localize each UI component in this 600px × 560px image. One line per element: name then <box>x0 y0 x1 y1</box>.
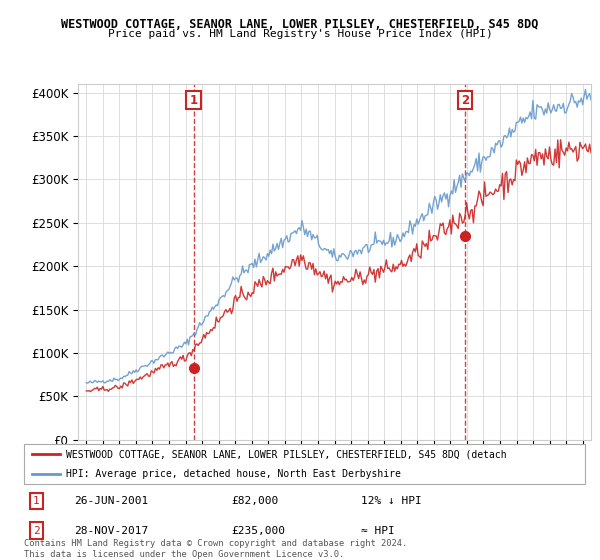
Text: £82,000: £82,000 <box>232 496 279 506</box>
Text: ≈ HPI: ≈ HPI <box>361 526 394 535</box>
Text: WESTWOOD COTTAGE, SEANOR LANE, LOWER PILSLEY, CHESTERFIELD, S45 8DQ (detach: WESTWOOD COTTAGE, SEANOR LANE, LOWER PIL… <box>66 449 506 459</box>
Text: Contains HM Land Registry data © Crown copyright and database right 2024.
This d: Contains HM Land Registry data © Crown c… <box>24 539 407 559</box>
Text: 28-NOV-2017: 28-NOV-2017 <box>74 526 149 535</box>
Text: WESTWOOD COTTAGE, SEANOR LANE, LOWER PILSLEY, CHESTERFIELD, S45 8DQ: WESTWOOD COTTAGE, SEANOR LANE, LOWER PIL… <box>61 18 539 31</box>
Text: Price paid vs. HM Land Registry's House Price Index (HPI): Price paid vs. HM Land Registry's House … <box>107 29 493 39</box>
Text: 1: 1 <box>33 496 40 506</box>
Text: 2: 2 <box>33 526 40 535</box>
Text: £235,000: £235,000 <box>232 526 286 535</box>
Text: 12% ↓ HPI: 12% ↓ HPI <box>361 496 421 506</box>
Text: HPI: Average price, detached house, North East Derbyshire: HPI: Average price, detached house, Nort… <box>66 469 401 479</box>
FancyBboxPatch shape <box>24 444 585 484</box>
Text: 1: 1 <box>190 94 197 106</box>
Text: 2: 2 <box>461 94 469 106</box>
Text: 26-JUN-2001: 26-JUN-2001 <box>74 496 149 506</box>
